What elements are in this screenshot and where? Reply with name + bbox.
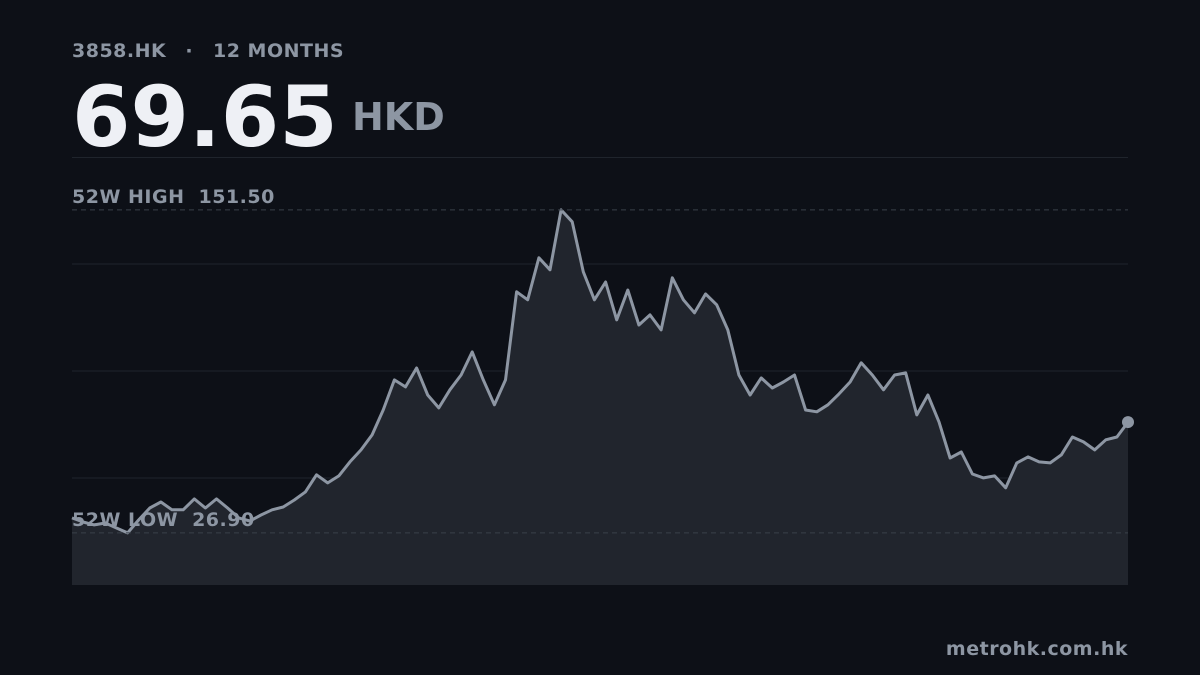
- area: [72, 209, 1128, 585]
- separator: ·: [185, 40, 192, 62]
- period: 12 MONTHS: [213, 40, 344, 62]
- price-line: [71, 208, 1130, 535]
- annotations: 52W HIGH 151.50 52W LOW 26.90: [72, 186, 1128, 534]
- ticker: 3858.HK: [72, 40, 167, 62]
- currency: HKD: [352, 95, 445, 139]
- source: metrohk.com.hk: [946, 638, 1128, 660]
- plot: [71, 208, 1134, 585]
- reference-label: 52W HIGH: [72, 186, 184, 208]
- last-point: [1122, 416, 1134, 429]
- reference-value: 151.50: [198, 186, 274, 208]
- reference-label: 52W LOW: [72, 509, 178, 531]
- price: 69.65: [72, 68, 338, 166]
- reference-value: 26.90: [192, 509, 255, 531]
